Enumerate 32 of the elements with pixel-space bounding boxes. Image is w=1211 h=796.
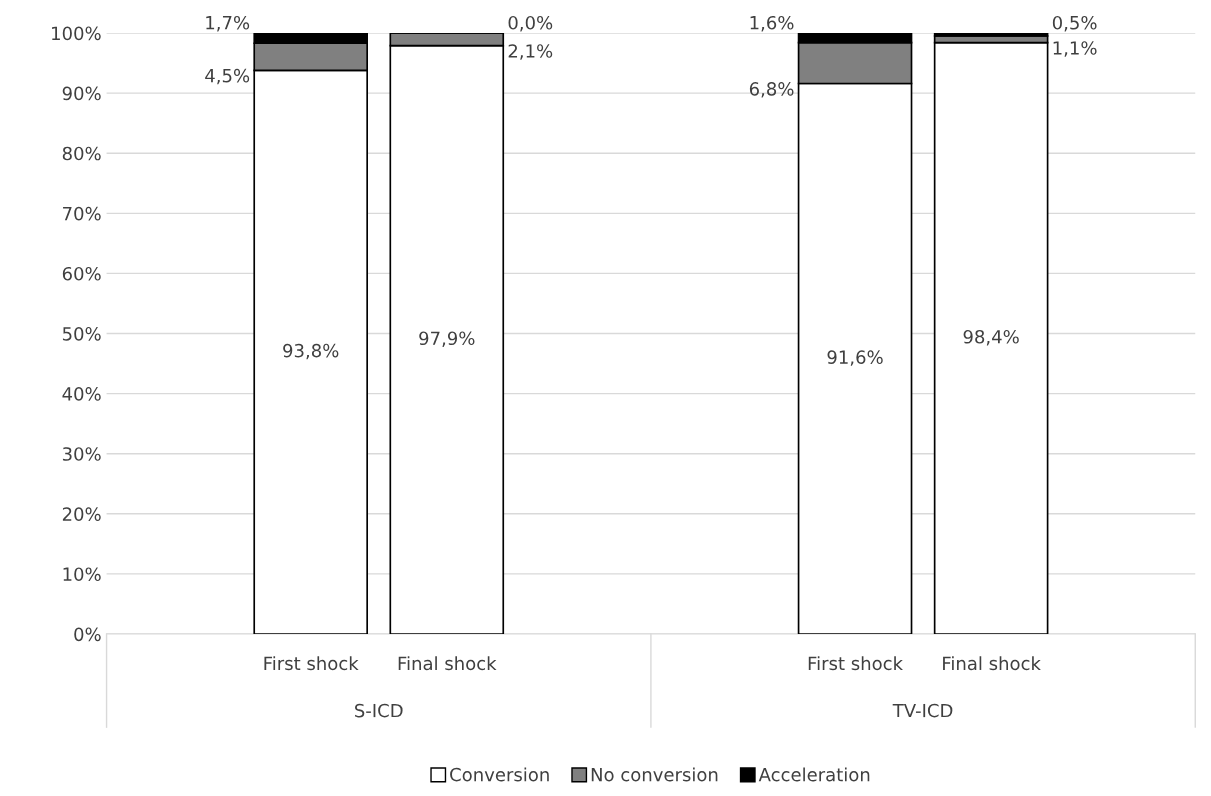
y-tick-label: 60% bbox=[62, 266, 101, 281]
text: 0,5% bbox=[1052, 15, 1097, 32]
text: 1,7% bbox=[206, 15, 250, 32]
legend-label: Acceleration bbox=[758, 767, 870, 782]
text: 4,5% bbox=[205, 68, 250, 85]
y-tick-label: 30% bbox=[62, 447, 101, 461]
text: 0,0% bbox=[508, 15, 553, 32]
text: 93,8% bbox=[283, 343, 339, 360]
y-tick-label: 90% bbox=[62, 86, 101, 101]
text: 98,4% bbox=[963, 329, 1019, 346]
text: S-ICD bbox=[355, 703, 403, 718]
x-tick-label: Final shock bbox=[398, 656, 497, 671]
legend-label: No conversion bbox=[591, 767, 718, 782]
x-tick-label: Final shock bbox=[943, 656, 1041, 671]
text: 1,1% bbox=[1053, 41, 1097, 57]
text: 91,6% bbox=[827, 350, 883, 366]
text: 6,8% bbox=[749, 82, 794, 98]
y-tick-label: 40% bbox=[62, 387, 101, 401]
y-tick-label: 10% bbox=[63, 567, 101, 582]
text: 2,1% bbox=[508, 44, 553, 60]
y-tick-label: 20% bbox=[62, 507, 101, 521]
legend-label: Conversion bbox=[450, 767, 549, 782]
text: 97,9% bbox=[419, 331, 475, 347]
y-tick-label: 70% bbox=[63, 206, 101, 221]
y-tick-label: 100% bbox=[52, 26, 101, 41]
y-tick-label: 50% bbox=[62, 326, 101, 341]
y-tick-label: 80% bbox=[62, 146, 101, 161]
x-tick-label: First shock bbox=[808, 656, 903, 671]
x-tick-label: First shock bbox=[264, 656, 359, 671]
y-tick-label: 0% bbox=[74, 627, 101, 642]
text: 1,6% bbox=[750, 15, 794, 32]
text: TV-ICD bbox=[892, 703, 953, 718]
